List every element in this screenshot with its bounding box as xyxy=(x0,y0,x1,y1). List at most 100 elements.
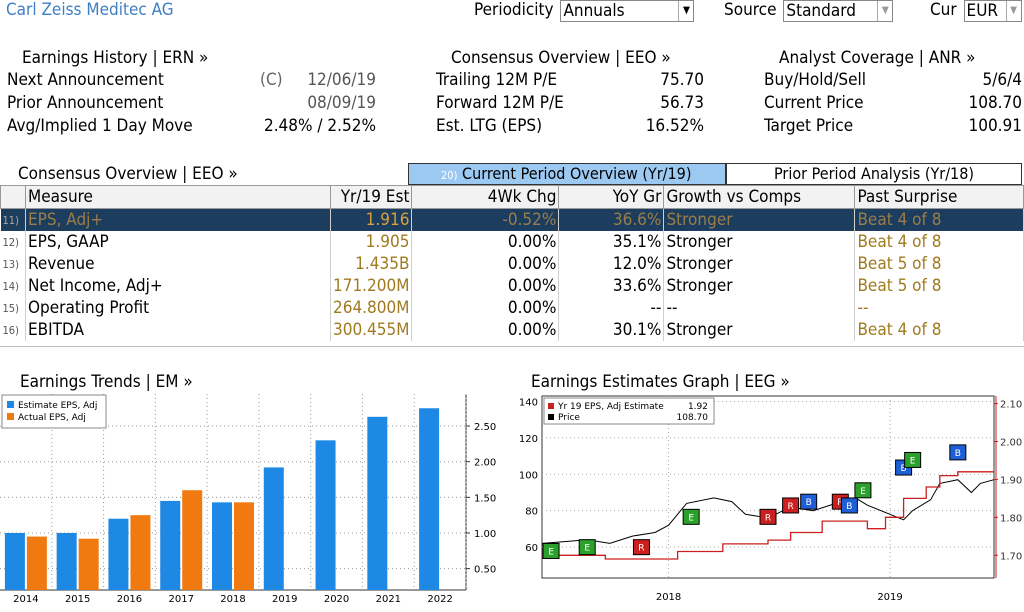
surprise-marker-label: R xyxy=(765,513,771,523)
table-row[interactable]: 14) Net Income, Adj+ 171.200M 0.00% 33.6… xyxy=(0,275,1024,297)
chevron-down-icon[interactable]: ▼ xyxy=(678,1,694,21)
table-row-selected[interactable]: 11) EPS, Adj+ 1.916 -0.52% 36.6% Stronge… xyxy=(0,208,1024,231)
row-yoy: -- xyxy=(558,297,665,319)
surprise-marker-label: B xyxy=(901,464,907,474)
legend-label-estimate: Estimate EPS, Adj xyxy=(18,401,97,411)
surprise-marker-label: B xyxy=(846,502,852,512)
source-control[interactable]: Source Standard ▼ xyxy=(724,0,894,22)
consensus-table: Measure Yr/19 Est 4Wk Chg YoY Gr Growth … xyxy=(0,185,1024,341)
eh-label-1: Prior Announcement xyxy=(7,93,164,113)
row-yoy: 12.0% xyxy=(558,253,665,275)
right-tick-label: 2.10 xyxy=(1000,400,1022,411)
x-tick-label: 2019 xyxy=(272,594,297,605)
periodicity-select[interactable]: Annuals ▼ xyxy=(560,0,695,22)
surprise-marker xyxy=(632,539,650,556)
row-yoy: 33.6% xyxy=(558,275,665,297)
chevron-down-icon[interactable]: ▼ xyxy=(877,1,893,21)
header-measure[interactable]: Measure xyxy=(25,185,331,209)
row-measure[interactable]: EPS, GAAP xyxy=(25,231,331,253)
surprise-marker xyxy=(578,539,596,556)
header-chg[interactable]: 4Wk Chg xyxy=(411,185,560,209)
legend-label-price: Price xyxy=(558,413,580,423)
surprise-marker xyxy=(840,497,858,514)
row-measure[interactable]: Revenue xyxy=(25,253,331,275)
right-tick-label: 1.70 xyxy=(1000,551,1022,562)
source-value: Standard xyxy=(786,1,856,21)
y-tick-label: 1.00 xyxy=(474,529,496,540)
source-select[interactable]: Standard ▼ xyxy=(783,0,894,22)
an-label-1: Current Price xyxy=(764,93,864,113)
consensus-table-link[interactable]: Consensus Overview | EEO » xyxy=(18,164,238,184)
header-surprise[interactable]: Past Surprise xyxy=(854,185,1024,209)
bar-actual xyxy=(182,490,203,590)
bar-estimate xyxy=(56,532,77,590)
table-row[interactable]: 15) Operating Profit 264.800M 0.00% -- -… xyxy=(0,297,1024,319)
row-surprise: Beat 4 of 8 xyxy=(854,319,1024,341)
bar-estimate xyxy=(160,500,181,590)
legend-label-eps: Yr 19 EPS, Adj Estimate xyxy=(557,402,664,412)
surprise-marker-label: B xyxy=(806,498,812,508)
consensus-overview-link[interactable]: Consensus Overview | EEO » xyxy=(451,48,671,68)
currency-label: Cur xyxy=(930,0,957,20)
periodicity-control[interactable]: Periodicity Annuals ▼ xyxy=(474,0,695,22)
tab-prior-period-label: Prior Period Analysis (Yr/18) xyxy=(774,164,974,183)
eh-value-2: 2.48% / 2.52% xyxy=(263,116,376,136)
row-yoy: 30.1% xyxy=(558,319,665,341)
header-growth[interactable]: Growth vs Comps xyxy=(663,185,856,209)
earnings-trends-link[interactable]: Earnings Trends | EM » xyxy=(20,372,193,392)
table-row[interactable]: 16) EBITDA 300.455M 0.00% 30.1% Stronger… xyxy=(0,319,1024,341)
row-chg: 0.00% xyxy=(411,297,560,319)
eh-label-0: Next Announcement xyxy=(7,70,164,90)
surprise-marker xyxy=(904,451,922,468)
legend-swatch-estimate xyxy=(7,401,14,408)
surprise-marker xyxy=(782,497,800,514)
row-surprise: Beat 5 of 8 xyxy=(854,253,1024,275)
legend-value-price: 108.70 xyxy=(677,413,709,423)
company-name: Carl Zeiss Meditec AG xyxy=(6,0,174,20)
table-bottom-divider xyxy=(0,346,1024,347)
co-value-0: 75.70 xyxy=(660,70,704,90)
row-num: 12) xyxy=(0,231,26,253)
header-yoy[interactable]: YoY Gr xyxy=(558,185,665,209)
row-measure[interactable]: EBITDA xyxy=(25,319,331,341)
surprise-marker-label: E xyxy=(910,456,916,466)
row-measure[interactable]: Net Income, Adj+ xyxy=(25,275,331,297)
left-tick-label: 120 xyxy=(519,434,538,445)
row-yoy: 35.1% xyxy=(558,231,665,253)
legend-label-actual: Actual EPS, Adj xyxy=(18,413,86,423)
currency-select[interactable]: EUR ▼ xyxy=(963,0,1022,22)
row-num: 14) xyxy=(0,275,26,297)
right-tick-label: 1.90 xyxy=(1000,475,1022,486)
y-tick-label: 2.00 xyxy=(474,458,496,469)
tab-current-period[interactable]: 20) Current Period Overview (Yr/19) xyxy=(408,163,726,185)
left-tick-label: 100 xyxy=(519,470,538,481)
bar-actual xyxy=(234,502,254,590)
surprise-marker-label: E xyxy=(584,544,590,554)
bar-actual xyxy=(130,515,151,590)
earnings-history-link[interactable]: Earnings History | ERN » xyxy=(22,48,209,68)
earnings-trends-chart: 0.50 1.00 1.50 2.00 2.50 2014 2015 2016 2017 2018… xyxy=(0,394,496,605)
currency-control[interactable]: Cur EUR ▼ xyxy=(930,0,1022,22)
header-est[interactable]: Yr/19 Est xyxy=(329,185,413,209)
eps-estimate-line xyxy=(542,471,994,560)
earnings-estimates-link[interactable]: Earnings Estimates Graph | EEG » xyxy=(531,372,790,392)
an-value-2: 100.91 xyxy=(968,116,1023,136)
eh-label-2: Avg/Implied 1 Day Move xyxy=(7,116,193,136)
x-tick-label: 2018 xyxy=(656,592,681,603)
row-measure[interactable]: EPS, Adj+ xyxy=(25,208,331,231)
legend-value-eps: 1.92 xyxy=(688,402,708,412)
analyst-coverage-link[interactable]: Analyst Coverage | ANR » xyxy=(779,48,976,68)
x-tick-label: 2018 xyxy=(220,594,245,605)
tab-prior-period[interactable]: Prior Period Analysis (Yr/18) xyxy=(726,163,1022,185)
bar-estimate xyxy=(108,518,129,590)
legend-swatch-actual xyxy=(7,413,14,420)
chevron-down-icon[interactable]: ▼ xyxy=(1005,1,1021,21)
currency-value: EUR xyxy=(966,1,999,21)
bar-estimate xyxy=(315,440,336,590)
row-surprise: Beat 4 of 8 xyxy=(854,208,1024,231)
row-measure[interactable]: Operating Profit xyxy=(25,297,331,319)
legend-swatch-eps xyxy=(548,403,554,409)
table-row[interactable]: 12) EPS, GAAP 1.905 0.00% 35.1% Stronger… xyxy=(0,231,1024,253)
table-row[interactable]: 13) Revenue 1.435B 0.00% 12.0% Stronger … xyxy=(0,253,1024,275)
co-label-2: Est. LTG (EPS) xyxy=(436,116,543,136)
